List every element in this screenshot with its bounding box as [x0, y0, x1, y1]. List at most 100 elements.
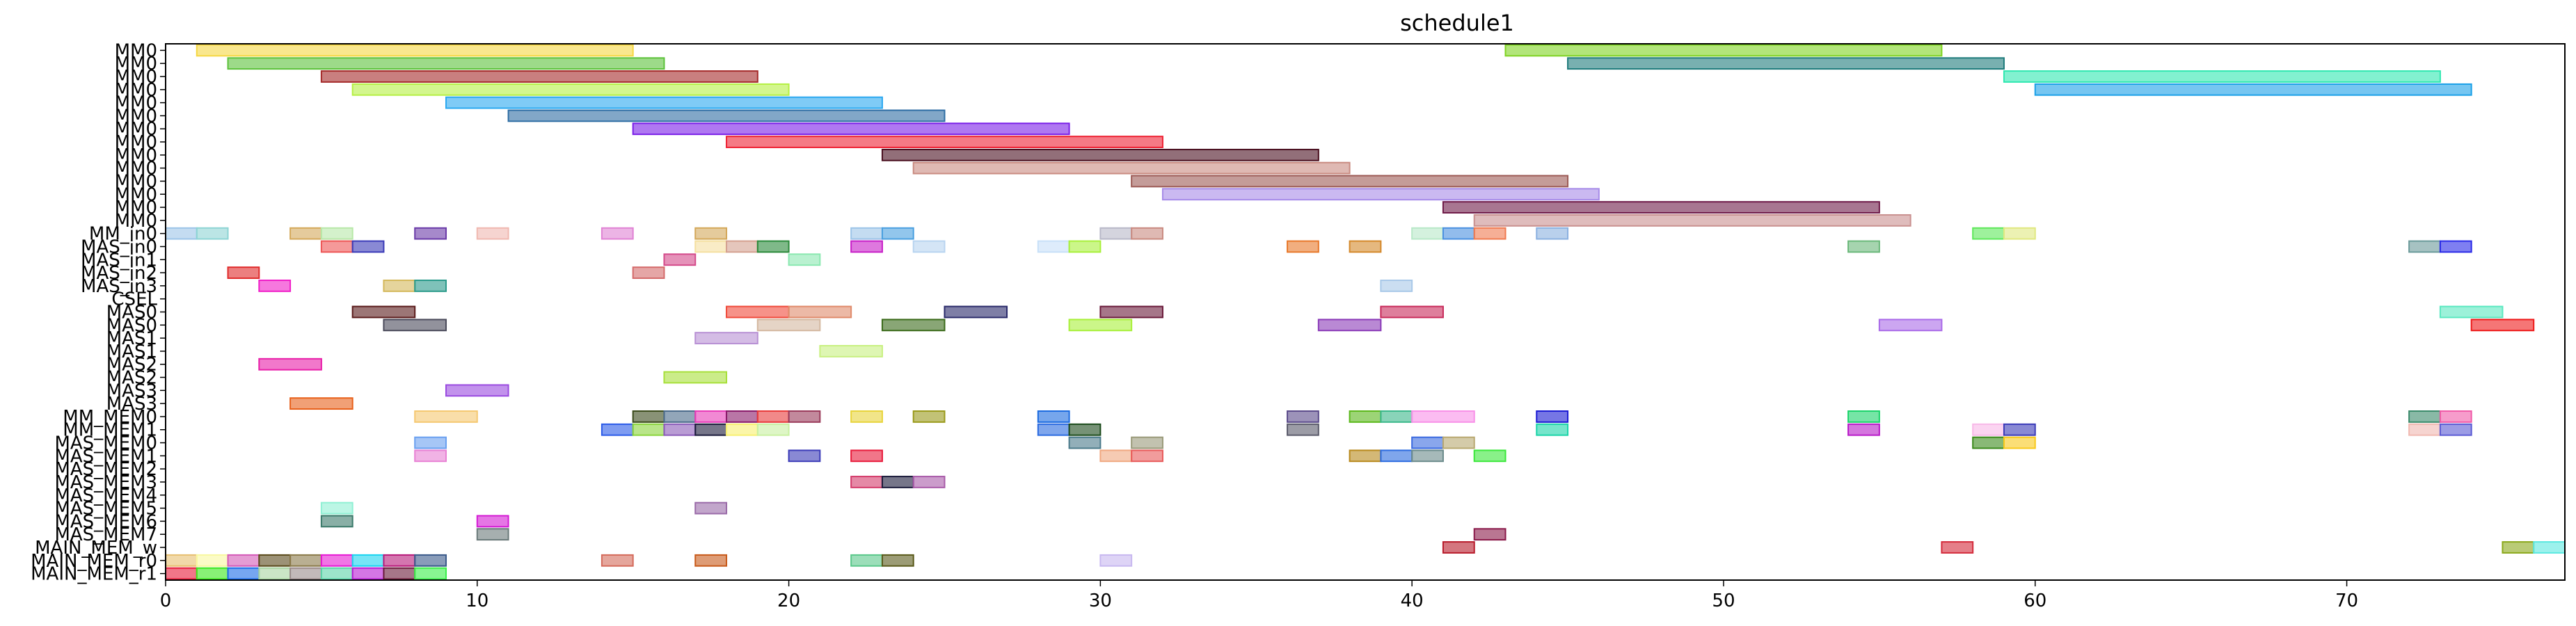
- task-bar: [445, 96, 883, 109]
- y-tick-label: MM0: [115, 106, 157, 127]
- x-tick-label: 0: [160, 591, 172, 611]
- task-bar: [1941, 541, 1974, 554]
- task-bar: [1131, 227, 1163, 240]
- task-bar: [1317, 319, 1382, 332]
- y-tick-label: MAS_MEM2: [54, 459, 157, 480]
- task-bar: [1068, 436, 1102, 449]
- y-tick-label: MAS_in0: [81, 236, 157, 257]
- y-tick-label: MAS_MEM3: [54, 472, 157, 493]
- task-bar: [632, 410, 665, 423]
- y-tick-label: MAS_MEM7: [54, 524, 157, 545]
- task-bar: [912, 161, 1351, 175]
- task-bar: [726, 410, 758, 423]
- task-bar: [476, 227, 509, 240]
- task-bar: [414, 410, 478, 423]
- task-bar: [1442, 541, 1475, 554]
- task-bar: [881, 554, 914, 567]
- task-bar: [1131, 436, 1163, 449]
- task-bar: [694, 227, 728, 240]
- task-bar: [632, 423, 665, 436]
- task-bar: [694, 501, 728, 515]
- task-bar: [165, 567, 198, 580]
- task-bar: [694, 240, 728, 253]
- y-tick-label: MM_MEM0: [63, 407, 157, 428]
- task-bar: [601, 554, 634, 567]
- y-tick-label: MAIN_MEM_r0: [31, 551, 157, 572]
- y-tick-label: MM0: [115, 93, 157, 114]
- task-bar: [258, 358, 322, 371]
- y-tick-label: MAS_MEM1: [54, 446, 157, 467]
- task-bar: [912, 476, 946, 488]
- task-bar: [165, 227, 198, 240]
- x-tick-label: 40: [1401, 591, 1424, 611]
- task-bar: [756, 410, 790, 423]
- task-bar: [756, 240, 790, 253]
- task-bar: [165, 554, 198, 567]
- task-bar: [850, 240, 883, 253]
- y-tick-label: MM0: [115, 132, 157, 153]
- task-bar: [2408, 423, 2441, 436]
- task-bar: [881, 227, 914, 240]
- y-tick-label: MAS0: [106, 303, 157, 323]
- task-bar: [1287, 240, 1319, 253]
- x-tick-label: 10: [466, 591, 488, 611]
- y-tick-label: MM0: [115, 40, 157, 61]
- task-bar: [1473, 214, 1911, 227]
- y-tick-label: MM0: [115, 54, 157, 74]
- task-bar: [196, 554, 229, 567]
- task-bar: [601, 423, 634, 436]
- task-bar: [476, 528, 509, 541]
- chart-title: schedule1: [1400, 10, 1514, 36]
- task-bar: [1068, 423, 1102, 436]
- task-bar: [383, 554, 416, 567]
- task-bar: [445, 384, 509, 397]
- task-bar: [881, 319, 946, 332]
- task-bar: [1037, 423, 1070, 436]
- task-bar: [414, 554, 447, 567]
- task-bar: [694, 554, 728, 567]
- task-bar: [1349, 449, 1382, 463]
- task-bar: [1847, 410, 1880, 423]
- task-bar: [414, 436, 447, 449]
- x-tick-label: 50: [1712, 591, 1735, 611]
- y-tick-label: MAS_in1: [81, 250, 157, 271]
- task-bar: [383, 567, 416, 580]
- task-bar: [507, 109, 946, 122]
- task-bar: [196, 227, 229, 240]
- y-tick-label: MAS3: [106, 380, 157, 401]
- y-tick-label: MAS2: [106, 355, 157, 376]
- task-bar: [351, 83, 790, 96]
- task-bar: [1380, 305, 1444, 319]
- task-bar: [694, 410, 728, 423]
- task-bar: [414, 227, 447, 240]
- task-bar: [289, 397, 353, 410]
- task-bar: [663, 253, 697, 266]
- task-bar: [2408, 410, 2441, 423]
- task-bars: [165, 44, 2566, 580]
- y-tick-label: MM0: [115, 159, 157, 179]
- y-tick-label: MM0: [115, 171, 157, 192]
- task-bar: [912, 410, 946, 423]
- task-bar: [351, 567, 385, 580]
- task-bar: [351, 305, 416, 319]
- task-bar: [850, 449, 883, 463]
- y-tick-label: MM0: [115, 80, 157, 101]
- task-bar: [788, 449, 821, 463]
- task-bar: [850, 554, 883, 567]
- task-bar: [632, 122, 1070, 136]
- y-tick-label: MM0: [115, 145, 157, 166]
- y-tick-label: MAS2: [106, 368, 157, 389]
- task-bar: [258, 279, 292, 292]
- y-tick-label: MM0: [115, 211, 157, 232]
- task-bar: [2470, 319, 2535, 332]
- task-bar: [2439, 423, 2472, 436]
- y-tick-label: MAS_in3: [81, 276, 157, 297]
- task-bar: [1131, 449, 1163, 463]
- task-bar: [320, 240, 353, 253]
- task-bar: [944, 305, 1008, 319]
- task-bar: [1037, 240, 1070, 253]
- task-bar: [227, 554, 260, 567]
- task-bar: [912, 240, 946, 253]
